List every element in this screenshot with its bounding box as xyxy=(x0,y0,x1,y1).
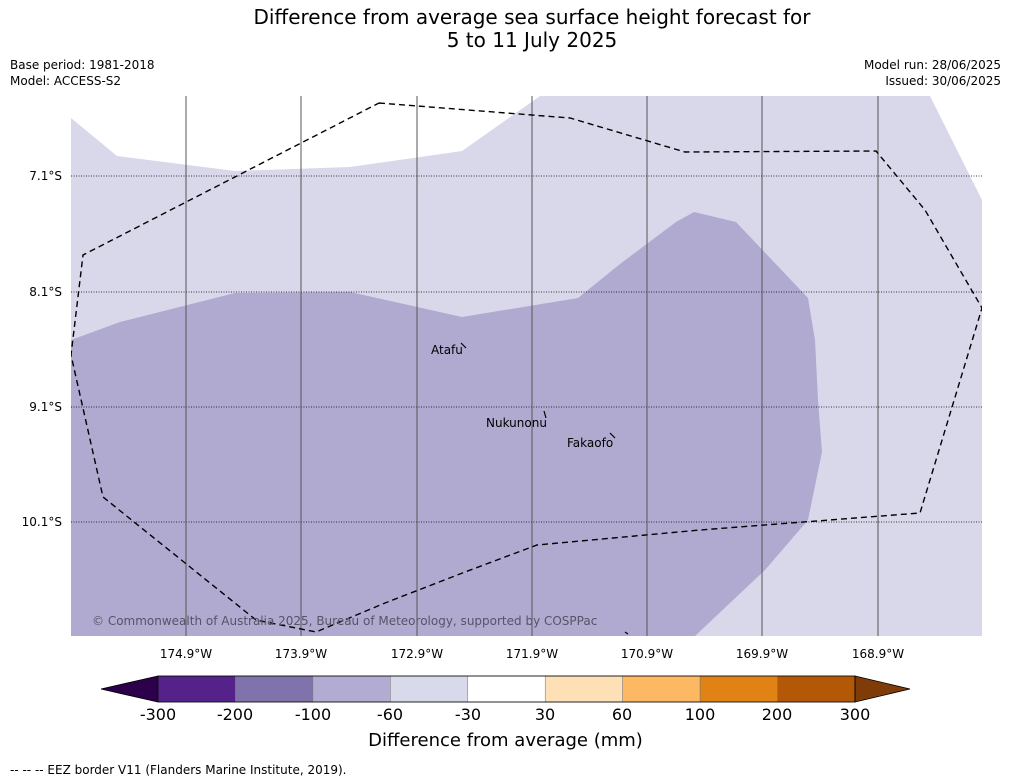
model-name: Model: ACCESS-S2 xyxy=(10,74,122,88)
lon-label: 168.9°W xyxy=(851,647,905,661)
lat-label: 7.1°S xyxy=(29,169,62,183)
colorbar-bin xyxy=(544,675,623,703)
lon-label: 171.9°W xyxy=(505,647,559,661)
colorbar-bin xyxy=(699,675,778,703)
map-fields xyxy=(71,96,982,636)
eez-legend-footer: -- -- -- EEZ border V11 (Flanders Marine… xyxy=(10,763,347,777)
colorbar-bin xyxy=(777,675,856,703)
fakaofo-island xyxy=(609,432,616,439)
colorbar-bin xyxy=(622,675,701,703)
eez-border xyxy=(71,102,982,633)
meta-left: Base period: 1981-2018 Model: ACCESS-S2 xyxy=(10,57,155,89)
colorbar-tick-label: -300 xyxy=(139,705,177,724)
colorbar-tick-label: -200 xyxy=(216,705,254,724)
title-line-1: Difference from average sea surface heig… xyxy=(253,5,811,29)
copyright-notice: © Commonwealth of Australia 2025, Bureau… xyxy=(92,614,598,628)
colorbar-bin xyxy=(390,675,469,703)
lon-gridlines xyxy=(185,96,879,636)
colorbar-tick-label: 300 xyxy=(839,705,871,724)
colorbar-tick-label: 60 xyxy=(611,705,633,724)
colorbar-bin xyxy=(235,675,314,703)
small-islet xyxy=(624,631,629,635)
lat-label: 9.1°S xyxy=(29,400,62,414)
lat-gridlines xyxy=(71,175,982,523)
colorbar-bin xyxy=(312,675,391,703)
lon-label: 170.9°W xyxy=(620,647,674,661)
colorbar-tick-label: 200 xyxy=(761,705,793,724)
atafu-island xyxy=(460,342,467,349)
issued-date: Issued: 30/06/2025 xyxy=(885,74,1001,88)
place-label-fakaofo: Fakaofo xyxy=(567,436,614,450)
lon-label: 174.9°W xyxy=(159,647,213,661)
nukunonu-island xyxy=(543,410,547,419)
colorbar-bin xyxy=(467,675,546,703)
chart-title: Difference from average sea surface heig… xyxy=(0,6,1011,52)
base-period: Base period: 1981-2018 xyxy=(10,58,155,72)
anomaly-region-medium xyxy=(71,212,822,636)
colorbar-bin xyxy=(157,675,236,703)
colorbar-tick-label: 30 xyxy=(534,705,556,724)
lat-label: 10.1°S xyxy=(21,515,62,529)
model-run: Model run: 28/06/2025 xyxy=(863,58,1001,72)
lat-label: 8.1°S xyxy=(29,285,62,299)
colorbar-extend-min xyxy=(100,675,159,703)
meta-right: Model run: 28/06/2025 Issued: 30/06/2025 xyxy=(864,57,1001,89)
lon-label: 172.9°W xyxy=(390,647,444,661)
colorbar-tick-label: -60 xyxy=(376,705,404,724)
colorbar-tick-label: -30 xyxy=(454,705,482,724)
colorbar-tick-label: -100 xyxy=(294,705,332,724)
colorbar-outline xyxy=(157,675,856,703)
colorbar-extend-max xyxy=(854,675,911,703)
colorbar-title: Difference from average (mm) xyxy=(368,730,643,751)
lon-label: 173.9°W xyxy=(274,647,328,661)
colorbar-tick-label: 100 xyxy=(684,705,716,724)
place-label-nukunonu: Nukunonu xyxy=(486,416,547,430)
title-line-2: 5 to 11 July 2025 xyxy=(446,28,618,52)
place-label-atafu: Atafu xyxy=(431,343,463,357)
lon-label: 169.9°W xyxy=(735,647,789,661)
